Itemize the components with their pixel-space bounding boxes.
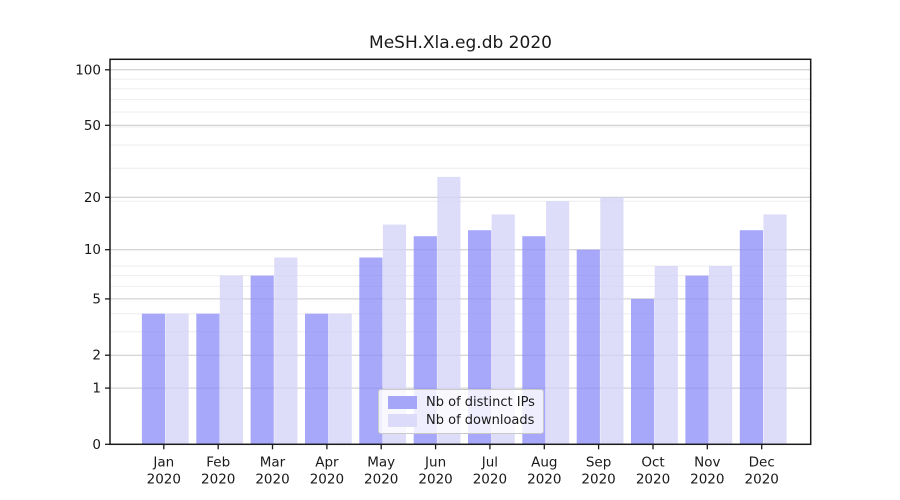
bar-downloads-7 [546,201,570,445]
x-tick-label-year: 2020 [690,471,724,487]
y-tick-label: 0 [92,437,101,453]
x-tick-label-month: Mar [260,454,286,470]
bar-distinct-ips-1 [196,313,220,445]
x-tick-label-month: Sep [586,454,611,470]
chart-title: MeSH.Xla.eg.db 2020 [369,33,552,53]
x-tick-label-month: Nov [694,454,720,470]
y-tick-label: 5 [92,291,101,307]
x-tick-label-month: Feb [206,454,230,470]
x-tick-label-month: Jun [424,454,446,470]
x-tick-label-year: 2020 [147,471,181,487]
bar-distinct-ips-0 [141,313,166,445]
bar-downloads-10 [709,266,733,445]
y-tick-label: 1 [92,381,101,397]
x-tick-label-month: Oct [641,454,664,470]
bar-distinct-ips-9 [631,298,655,445]
bar-distinct-ips-10 [685,275,709,445]
bar-downloads-9 [654,266,678,445]
legend-label-distinct-ips: Nb of distinct IPs [426,395,535,410]
bar-downloads-1 [219,275,243,445]
bar-distinct-ips-8 [576,249,600,445]
bar-downloads-11 [763,214,787,445]
bar-downloads-3 [328,313,352,445]
bar-downloads-8 [600,197,624,445]
x-tick-label-year: 2020 [255,471,289,487]
bar-distinct-ips-11 [739,230,763,445]
bar-downloads-5 [437,176,461,445]
x-tick-label-month: Aug [531,454,557,470]
bar-distinct-ips-3 [305,313,329,445]
legend-item-downloads: Nb of downloads [388,413,535,428]
x-tick-label-year: 2020 [581,471,615,487]
y-tick-label: 2 [92,348,101,364]
x-tick-label-year: 2020 [636,471,670,487]
x-tick-label-month: Apr [315,454,339,470]
x-tick-label-month: Jan [152,454,174,470]
bar-downloads-6 [491,214,515,445]
legend-item-distinct-ips: Nb of distinct IPs [388,395,535,410]
bar-distinct-ips-2 [250,275,274,445]
x-tick-label-month: Dec [749,454,775,470]
x-tick-label-year: 2020 [418,471,452,487]
y-tick-label: 100 [75,62,101,78]
bar-downloads-2 [274,257,298,445]
x-tick-label-year: 2020 [473,471,507,487]
legend-label-downloads: Nb of downloads [426,413,535,428]
y-tick-label: 50 [84,118,101,134]
x-tick-label-year: 2020 [527,471,561,487]
y-tick-label: 10 [84,242,101,258]
legend: Nb of distinct IPs Nb of downloads [378,389,544,434]
x-tick-label-year: 2020 [364,471,398,487]
x-tick-label-month: May [367,454,395,470]
legend-swatch-distinct-ips [388,396,417,409]
x-tick-label-year: 2020 [745,471,779,487]
x-tick-label-year: 2020 [201,471,235,487]
legend-swatch-downloads [388,414,417,427]
x-tick-label-year: 2020 [310,471,344,487]
x-tick-label-month: Jul [481,454,498,470]
plot-border [109,58,812,446]
bar-distinct-ips-4 [359,257,383,445]
y-tick-label: 20 [84,190,101,206]
bar-downloads-0 [165,313,189,445]
